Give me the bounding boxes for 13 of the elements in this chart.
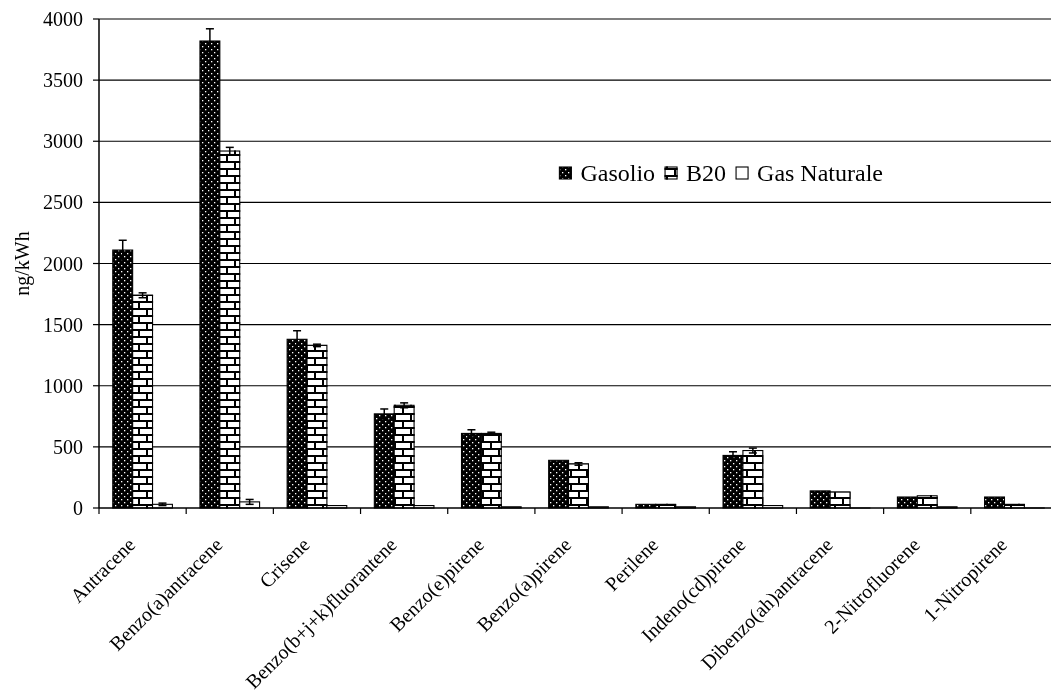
y-tick-label: 2500 — [43, 191, 83, 214]
y-tick-label: 3500 — [43, 69, 83, 92]
y-tick-label: 500 — [53, 435, 83, 458]
legend-label: Gas Naturale — [757, 160, 884, 187]
y-tick-label: 2000 — [43, 252, 83, 275]
y-axis-title: ng/kWh — [11, 231, 34, 296]
legend-label: Gasolio — [580, 160, 656, 187]
y-tick-label: 1500 — [43, 313, 83, 336]
y-tick-label: 4000 — [43, 8, 83, 30]
y-tick-label: 1000 — [43, 374, 83, 397]
legend-label: B20 — [686, 160, 727, 187]
y-tick-label: 0 — [73, 497, 83, 519]
y-tick-label: 3000 — [43, 130, 83, 153]
